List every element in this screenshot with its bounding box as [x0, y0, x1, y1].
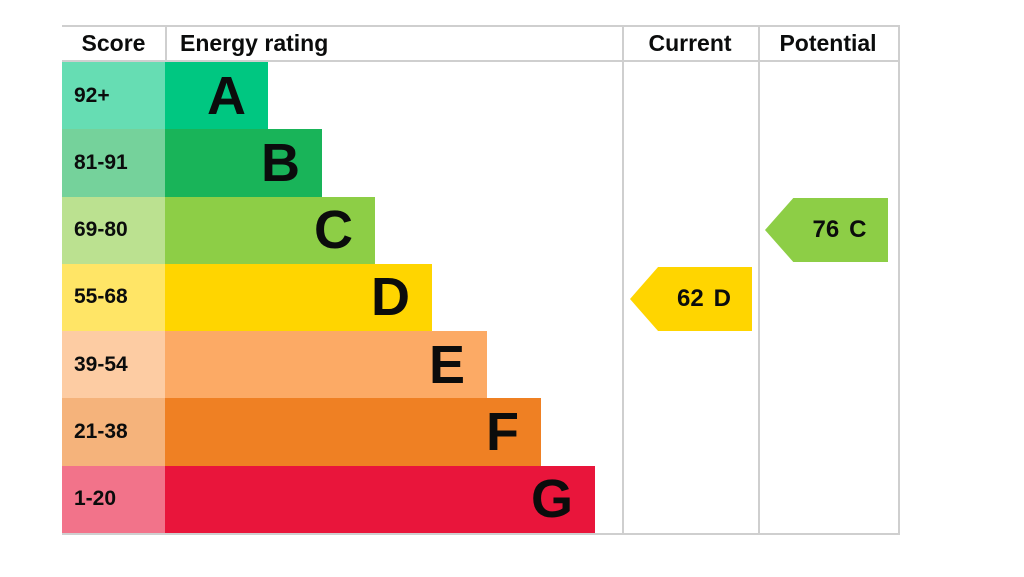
band-bar-a: A — [165, 62, 268, 130]
band-row-c: 69-80 C — [62, 196, 898, 264]
current-rating-band: D — [713, 285, 732, 312]
potential-rating-arrow: 76 C — [765, 198, 888, 262]
bar-area-d: D — [165, 263, 898, 332]
bar-area-g: G — [165, 465, 898, 533]
potential-column-header: Potential — [779, 30, 877, 56]
potential-rating-band: C — [849, 216, 867, 243]
score-range-c: 69-80 — [62, 196, 165, 264]
band-bar-d: D — [165, 263, 432, 332]
band-row-g: 1-20 G — [62, 465, 898, 533]
band-row-e: 39-54 E — [62, 331, 898, 399]
band-row-b: 81-91 B — [62, 129, 898, 197]
band-bar-g: G — [165, 465, 595, 533]
band-row-a: 92+ A — [62, 62, 898, 130]
bar-area-f: F — [165, 398, 898, 466]
header-underline — [62, 60, 898, 62]
bar-area-b: B — [165, 129, 898, 197]
band-bar-c: C — [165, 196, 375, 264]
energy-rating-column-header: Energy rating — [180, 30, 329, 56]
band-rows: 92+ A 81-91 B 69-80 C 55-68 D 39-54 E 21-38 F 1-20 G — [62, 62, 898, 533]
current-rating-value: 62 — [676, 285, 704, 312]
score-range-e: 39-54 — [62, 331, 165, 399]
epc-table: Score Energy rating Current Potential 92… — [62, 25, 900, 535]
score-range-a: 92+ — [62, 62, 165, 130]
bar-area-a: A — [165, 62, 898, 130]
score-range-f: 21-38 — [62, 398, 165, 466]
potential-rating-value: 76 — [812, 216, 840, 243]
table-header: Score Energy rating Current Potential — [62, 27, 898, 60]
current-rating-arrow: 62 D — [630, 267, 752, 331]
potential-column-divider — [758, 27, 760, 533]
score-range-d: 55-68 — [62, 263, 165, 332]
score-range-g: 1-20 — [62, 465, 165, 533]
bar-area-c: C — [165, 196, 898, 264]
band-bar-b: B — [165, 129, 322, 197]
score-column-header: Score — [81, 30, 146, 56]
bar-area-e: E — [165, 331, 898, 399]
band-bar-e: E — [165, 331, 487, 399]
score-rating-divider — [165, 27, 167, 60]
score-range-b: 81-91 — [62, 129, 165, 197]
current-column-header: Current — [648, 30, 732, 56]
band-row-d: 55-68 D — [62, 263, 898, 332]
band-bar-f: F — [165, 398, 541, 466]
current-column-divider — [622, 27, 624, 533]
band-row-f: 21-38 F — [62, 398, 898, 466]
